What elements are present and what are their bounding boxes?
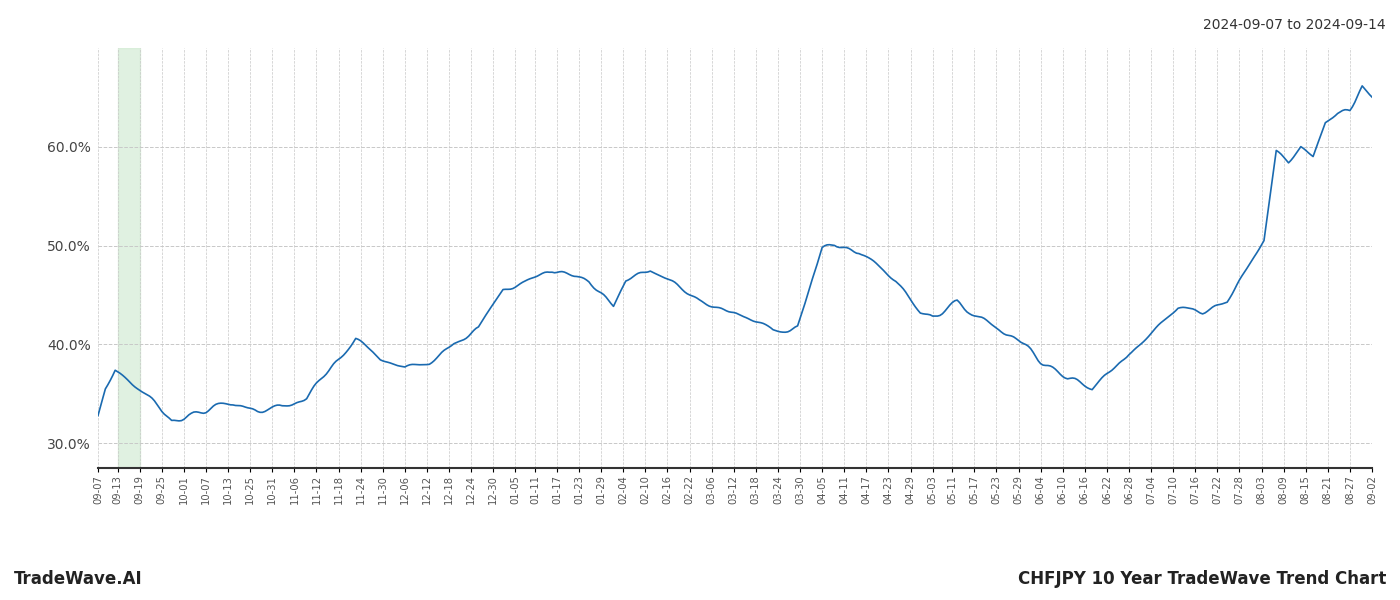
Text: TradeWave.AI: TradeWave.AI: [14, 570, 143, 588]
Text: 2024-09-07 to 2024-09-14: 2024-09-07 to 2024-09-14: [1204, 18, 1386, 32]
Bar: [118, 48, 140, 468]
Text: CHFJPY 10 Year TradeWave Trend Chart: CHFJPY 10 Year TradeWave Trend Chart: [1018, 570, 1386, 588]
